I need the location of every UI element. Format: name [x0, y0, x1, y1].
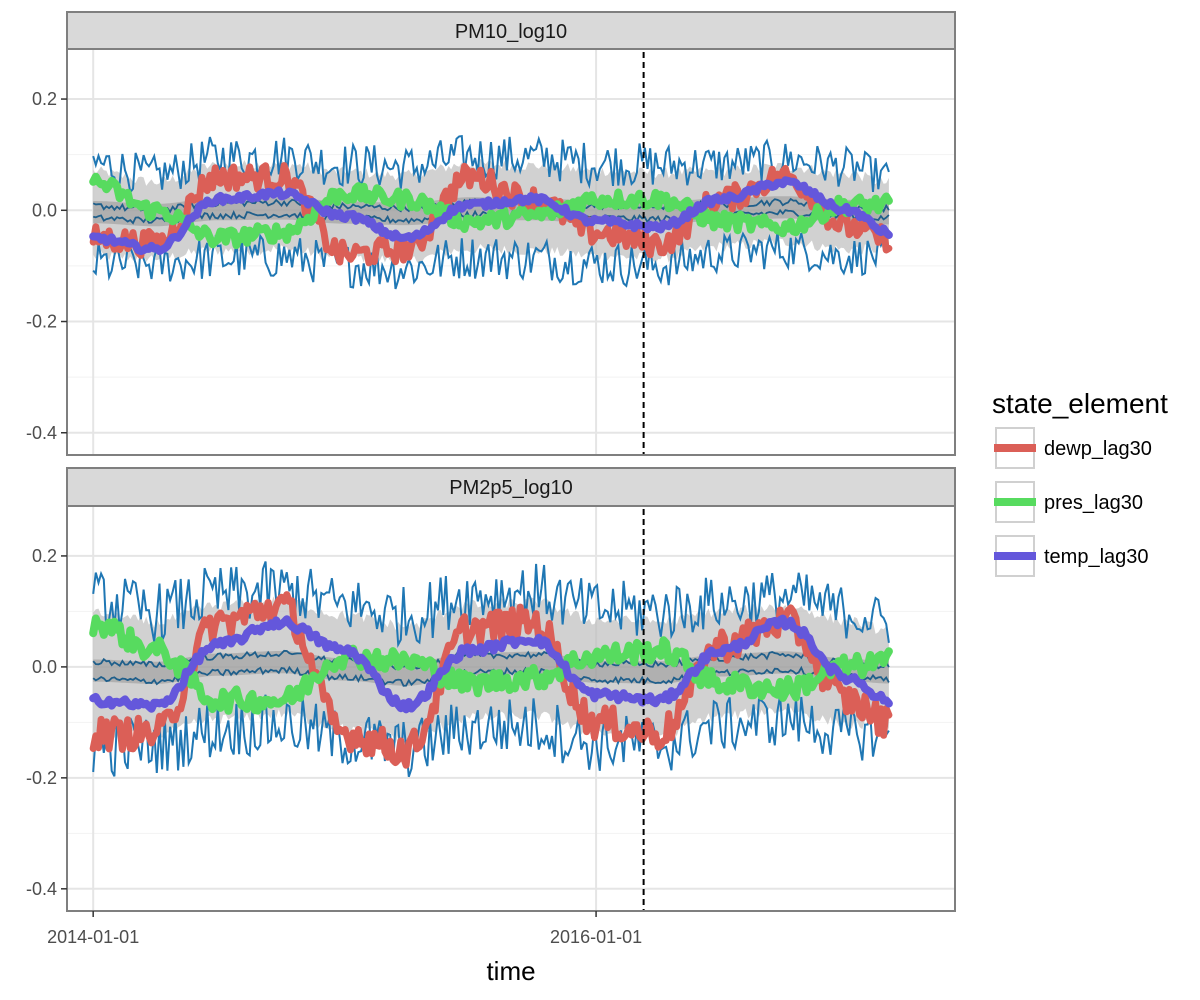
facet-strip-label: PM2p5_log10 [449, 477, 572, 499]
lower-bound-line [92, 694, 890, 778]
inner-bound-line [92, 649, 890, 671]
panel-border [66, 505, 956, 912]
legend-key-temp_lag30 [994, 535, 1036, 577]
facet-strip-label: PM10_log10 [455, 21, 567, 43]
facet-panel-pm10: PM10_log10 0.2 0.0 -0.2 -0.4 [26, 11, 956, 456]
y-axis: 0.2 0.0 -0.2 -0.4 [26, 546, 67, 899]
y-tick-label: -0.2 [26, 312, 57, 332]
x-axis-title: time [486, 956, 535, 986]
y-tick-label: 0.0 [32, 657, 57, 677]
panel-border [66, 48, 956, 456]
series-line-pres_lag30 [89, 172, 893, 250]
y-tick-label: -0.4 [26, 879, 57, 899]
y-tick-label: -0.2 [26, 768, 57, 788]
series-line-temp_lag30 [89, 176, 893, 256]
legend-key-dewp_lag30 [994, 427, 1036, 469]
legend: state_element dewp_lag30 pres_lag30 temp_l… [992, 388, 1168, 577]
y-axis: 0.2 0.0 -0.2 -0.4 [26, 89, 67, 443]
x-tick-label: 2014-01-01 [47, 927, 139, 947]
x-axis: 2014-01-01 2016-01-01 [47, 911, 642, 947]
facet-strip [66, 467, 956, 507]
series-layer [89, 509, 893, 911]
y-tick-label: 0.2 [32, 546, 57, 566]
y-tick-label: -0.4 [26, 423, 57, 443]
legend-key-pres_lag30 [994, 481, 1036, 523]
series-line-dewp_lag30 [89, 591, 893, 769]
series-layer [89, 52, 893, 455]
legend-label: pres_lag30 [1044, 492, 1143, 514]
facet-panel-pm2p5: PM2p5_log10 0.2 0.0 -0.2 -0.4 [26, 467, 956, 912]
legend-label: temp_lag30 [1044, 546, 1149, 568]
legend-label: dewp_lag30 [1044, 438, 1152, 460]
y-tick-label: 0.0 [32, 200, 57, 220]
y-tick-label: 0.2 [32, 89, 57, 109]
facet-strip [66, 11, 956, 50]
x-tick-label: 2016-01-01 [550, 927, 642, 947]
series-line-pres_lag30 [89, 614, 893, 715]
legend-title: state_element [992, 388, 1168, 419]
lower-bound-line [92, 231, 890, 290]
series-line-temp_lag30 [89, 614, 893, 714]
